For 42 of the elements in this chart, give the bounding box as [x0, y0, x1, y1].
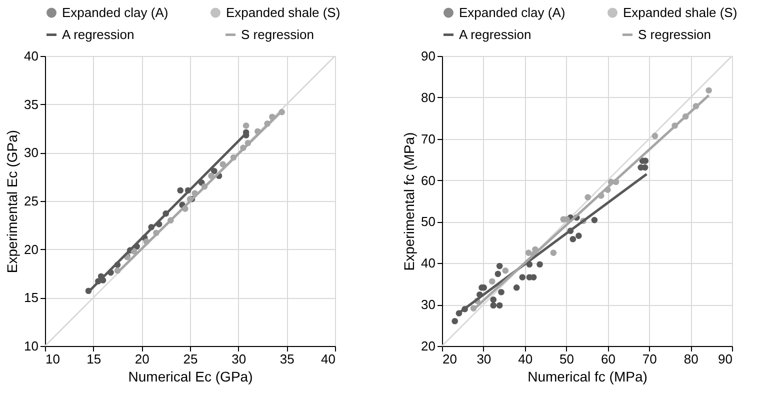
x-tick-label: 70	[642, 352, 657, 366]
y-tick-label: 40	[421, 256, 436, 271]
y-tick-label: 90	[421, 48, 436, 64]
legend-label: S regression	[241, 26, 314, 42]
x-tick-label: 35	[280, 352, 294, 366]
y-tick-label: 15	[24, 290, 38, 306]
x-tick-label: 25	[183, 352, 198, 366]
y-tick-label: 30	[24, 145, 38, 160]
x-tick-label: 10	[46, 352, 60, 366]
x-axis-title: Numerical fc (MPa)	[528, 368, 648, 384]
legend-label: Expanded shale (S)	[623, 4, 738, 20]
y-tick-label: 35	[24, 96, 38, 112]
y-axis-title: Experimental Ec (GPa)	[4, 130, 20, 274]
x-tick-label: 60	[600, 352, 616, 366]
y-tick-label: 20	[421, 338, 436, 354]
x-tick-label: 20	[442, 352, 457, 366]
y-axis-title: Experimental fc (MPa)	[401, 132, 418, 271]
x-tick-label: 80	[684, 352, 698, 366]
legend-label: Expanded shale (S)	[226, 4, 340, 20]
x-tick-label: 15	[86, 352, 102, 366]
y-tick-label: 70	[421, 131, 436, 146]
y-tick-label: 40	[24, 48, 38, 64]
legend-label: A regression	[459, 26, 532, 42]
y-tick-label: 10	[24, 338, 38, 354]
y-tick-label: 60	[421, 172, 436, 188]
y-tick-label: 30	[421, 297, 436, 312]
legend-label: A regression	[62, 26, 134, 42]
x-tick-label: 30	[476, 352, 492, 366]
y-tick-label: 20	[24, 242, 38, 257]
x-tick-label: 90	[718, 352, 732, 366]
y-tick-label: 50	[421, 214, 436, 230]
x-tick-label: 40	[518, 352, 533, 366]
x-tick-label: 40	[321, 352, 336, 366]
x-tick-label: 50	[560, 352, 574, 366]
legend-label: Expanded clay (A)	[459, 4, 566, 20]
x-axis-title: Numerical Ec (GPa)	[128, 368, 253, 384]
legend-label: S regression	[638, 26, 711, 42]
y-tick-label: 25	[24, 194, 38, 208]
x-tick-label: 30	[232, 352, 246, 366]
legend-label: Expanded clay (A)	[62, 4, 168, 20]
x-tick-label: 20	[134, 352, 150, 366]
y-tick-label: 80	[421, 90, 436, 105]
